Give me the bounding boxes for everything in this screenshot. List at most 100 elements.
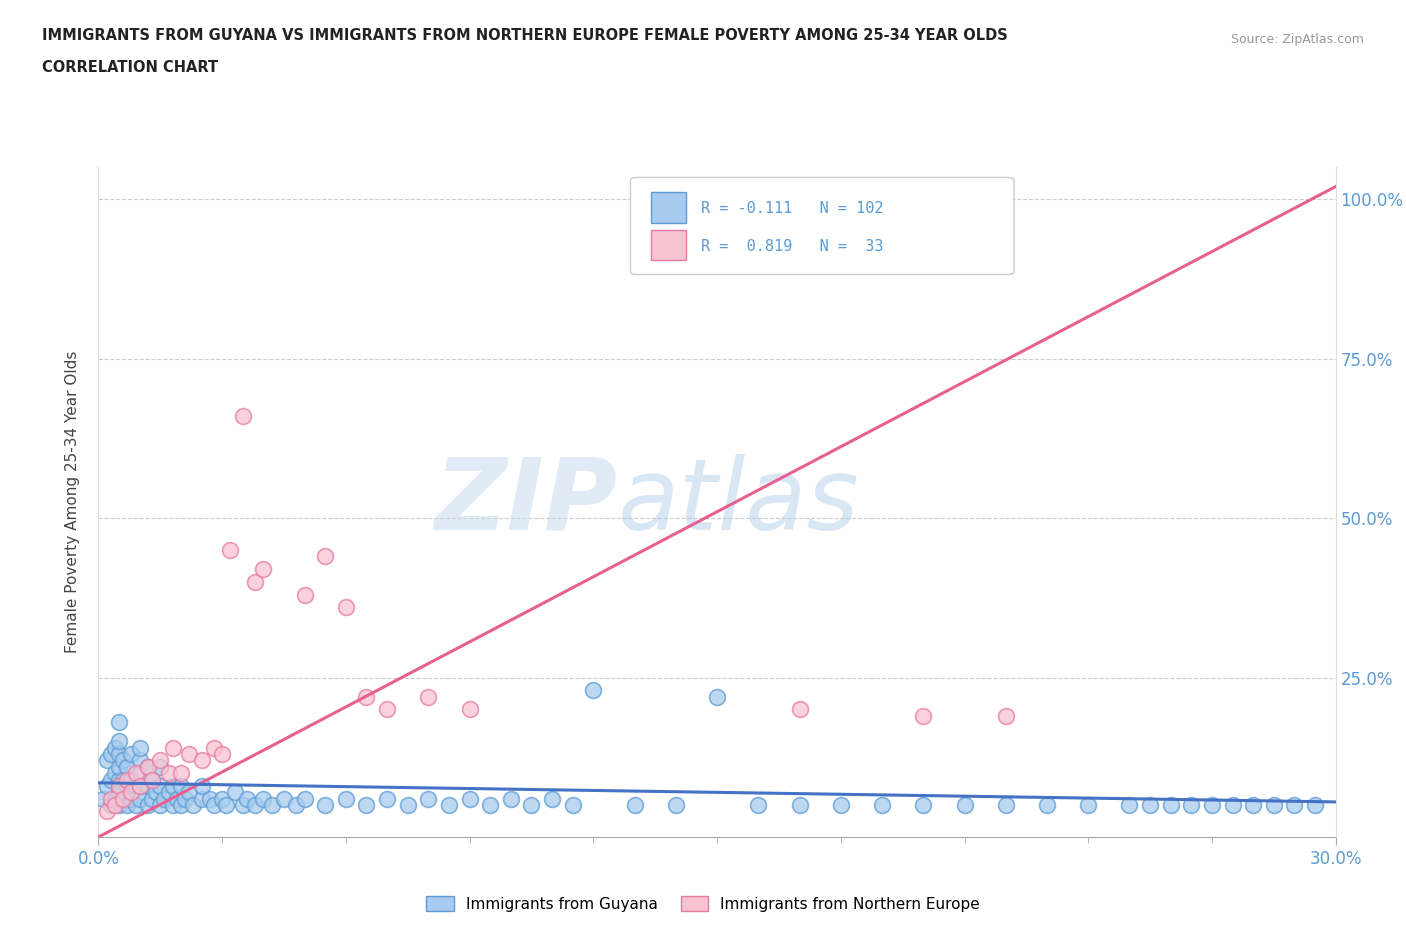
Point (128, 778, 150, 793)
Point (149, 753, 172, 768)
Point (170, 798, 193, 813)
Point (252, 562, 274, 577)
Point (1036, 798, 1059, 813)
Point (582, 683, 605, 698)
Point (252, 791, 274, 806)
Point (170, 765, 193, 780)
Point (100, 772, 122, 787)
Point (108, 734, 131, 749)
Point (458, 791, 481, 806)
Point (100, 798, 122, 813)
Point (166, 791, 188, 806)
Point (1201, 798, 1223, 813)
Point (100, 791, 122, 806)
Point (104, 798, 127, 813)
Point (108, 778, 131, 793)
Point (91, 791, 114, 806)
Text: Source: ZipAtlas.com: Source: ZipAtlas.com (1230, 33, 1364, 46)
Point (211, 791, 233, 806)
Point (136, 760, 159, 775)
Point (128, 765, 150, 780)
Point (396, 798, 419, 813)
Point (104, 765, 127, 780)
Point (224, 785, 246, 800)
Point (141, 791, 163, 806)
Point (314, 798, 336, 813)
Point (994, 798, 1017, 813)
Text: R =  0.819   N =  33: R = 0.819 N = 33 (702, 239, 883, 254)
Point (162, 740, 184, 755)
Point (1180, 798, 1202, 813)
Point (190, 778, 212, 793)
Point (236, 791, 259, 806)
Point (623, 798, 645, 813)
Point (190, 791, 212, 806)
Point (120, 791, 142, 806)
Point (108, 760, 131, 775)
Point (211, 747, 233, 762)
Point (149, 760, 172, 775)
Point (112, 791, 135, 806)
Point (96, 804, 118, 819)
Point (219, 542, 242, 557)
Point (1077, 798, 1099, 813)
Point (356, 689, 378, 704)
Point (190, 753, 212, 768)
Point (124, 778, 146, 793)
Point (124, 765, 146, 780)
Point (437, 798, 460, 813)
Point (335, 600, 357, 615)
Point (170, 778, 193, 793)
Point (335, 791, 357, 806)
FancyBboxPatch shape (630, 178, 1014, 274)
Point (145, 785, 167, 800)
Point (112, 753, 135, 768)
Point (104, 740, 127, 755)
Point (1284, 798, 1306, 813)
Point (112, 772, 135, 787)
Point (96, 778, 118, 793)
Point (1222, 798, 1244, 813)
Point (541, 791, 564, 806)
Point (314, 549, 336, 564)
Point (953, 798, 976, 813)
Point (120, 747, 142, 762)
Point (202, 798, 225, 813)
Point (179, 747, 201, 762)
Point (830, 798, 852, 813)
Legend: Immigrants from Guyana, Immigrants from Northern Europe: Immigrants from Guyana, Immigrants from … (420, 889, 986, 918)
Point (260, 798, 283, 813)
Point (479, 798, 502, 813)
Point (232, 408, 254, 423)
Point (232, 798, 254, 813)
Point (141, 772, 163, 787)
FancyBboxPatch shape (651, 230, 686, 260)
Point (181, 798, 204, 813)
Point (294, 791, 316, 806)
Point (108, 785, 131, 800)
Point (108, 772, 131, 787)
Point (706, 689, 728, 704)
Point (162, 778, 184, 793)
Point (747, 798, 769, 813)
Point (149, 798, 172, 813)
Point (789, 798, 811, 813)
Point (100, 747, 122, 762)
Point (285, 798, 308, 813)
Point (149, 778, 172, 793)
Point (136, 798, 159, 813)
Point (198, 791, 221, 806)
Point (136, 778, 159, 793)
Point (128, 778, 150, 793)
Point (179, 785, 201, 800)
Point (665, 798, 688, 813)
Point (136, 760, 159, 775)
Point (294, 587, 316, 602)
Point (870, 798, 893, 813)
Point (120, 772, 142, 787)
Point (418, 689, 440, 704)
Point (418, 791, 440, 806)
Point (117, 760, 139, 775)
Point (561, 798, 583, 813)
Point (1241, 798, 1264, 813)
